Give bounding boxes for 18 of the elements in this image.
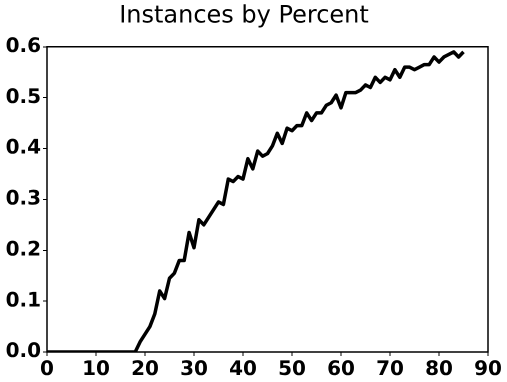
x-tick-label: 0	[40, 356, 54, 380]
x-tick-label: 20	[131, 356, 159, 380]
y-tick-label: 0.3	[6, 186, 41, 210]
x-tick-label: 80	[425, 356, 453, 380]
x-tick-label: 50	[278, 356, 306, 380]
x-tick-label: 30	[180, 356, 208, 380]
y-tick-label: 0.4	[6, 134, 41, 159]
y-tick-label: 0.2	[6, 236, 41, 260]
y-tick-label: 0.0	[6, 338, 41, 362]
x-tick-label: 90	[474, 356, 502, 380]
x-tick-label: 70	[376, 356, 404, 380]
x-tick-label: 10	[82, 356, 110, 380]
chart-title: Instances by Percent	[119, 0, 369, 29]
x-tick-label: 60	[327, 356, 355, 380]
x-tick-label: 40	[229, 356, 257, 380]
y-tick-label: 0.1	[6, 287, 41, 312]
y-tick-label: 0.6	[6, 33, 41, 58]
y-tick-label: 0.5	[6, 84, 41, 108]
